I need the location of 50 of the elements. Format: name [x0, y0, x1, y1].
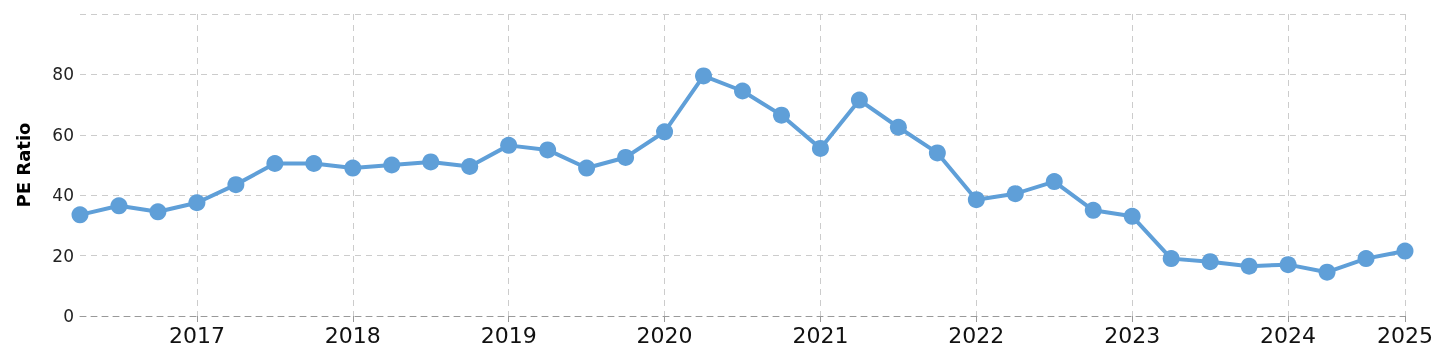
x-tick-label: 2024 [1260, 322, 1317, 348]
point [1123, 207, 1141, 225]
point [1162, 250, 1180, 268]
point [617, 148, 635, 166]
point [772, 106, 790, 124]
point [1045, 173, 1063, 191]
x-tick-label: 2023 [1104, 322, 1161, 348]
point [422, 153, 440, 171]
x-tick-label: 2019 [480, 322, 537, 348]
y-axis-title: PE Ratio [12, 122, 34, 208]
point [305, 154, 323, 172]
point [266, 154, 284, 172]
point [656, 123, 674, 141]
point [811, 139, 829, 157]
point [500, 136, 518, 154]
point [383, 156, 401, 174]
point [889, 118, 907, 136]
point [344, 159, 362, 177]
point [1279, 256, 1297, 274]
y-tick-label: 0 [63, 306, 74, 326]
x-tick-label: 2017 [168, 322, 225, 348]
x-tick-label: 2020 [636, 322, 693, 348]
point [1357, 250, 1375, 268]
point [734, 82, 751, 100]
point [850, 91, 868, 109]
point [695, 67, 713, 85]
point [1318, 263, 1336, 281]
point [1201, 253, 1219, 271]
point [1084, 201, 1102, 219]
point [149, 203, 167, 221]
point [110, 197, 128, 215]
point [539, 141, 557, 159]
y-tick-label: 80 [52, 64, 74, 85]
y-tick-label: 40 [52, 185, 74, 206]
y-tick-label: 60 [52, 124, 74, 145]
point [1006, 185, 1024, 203]
point [188, 194, 206, 212]
point [967, 191, 985, 209]
point [227, 176, 245, 194]
point [928, 144, 946, 162]
point [578, 159, 596, 177]
point [71, 206, 89, 224]
x-tick-label: 2022 [948, 322, 1005, 348]
point [1396, 242, 1414, 260]
x-tick-label: 2025 [1377, 322, 1433, 348]
x-tick-label: 2021 [792, 322, 849, 348]
y-tick-label: 20 [52, 245, 74, 266]
point [1240, 257, 1258, 275]
x-tick-label: 2018 [324, 322, 381, 348]
point [461, 158, 479, 176]
